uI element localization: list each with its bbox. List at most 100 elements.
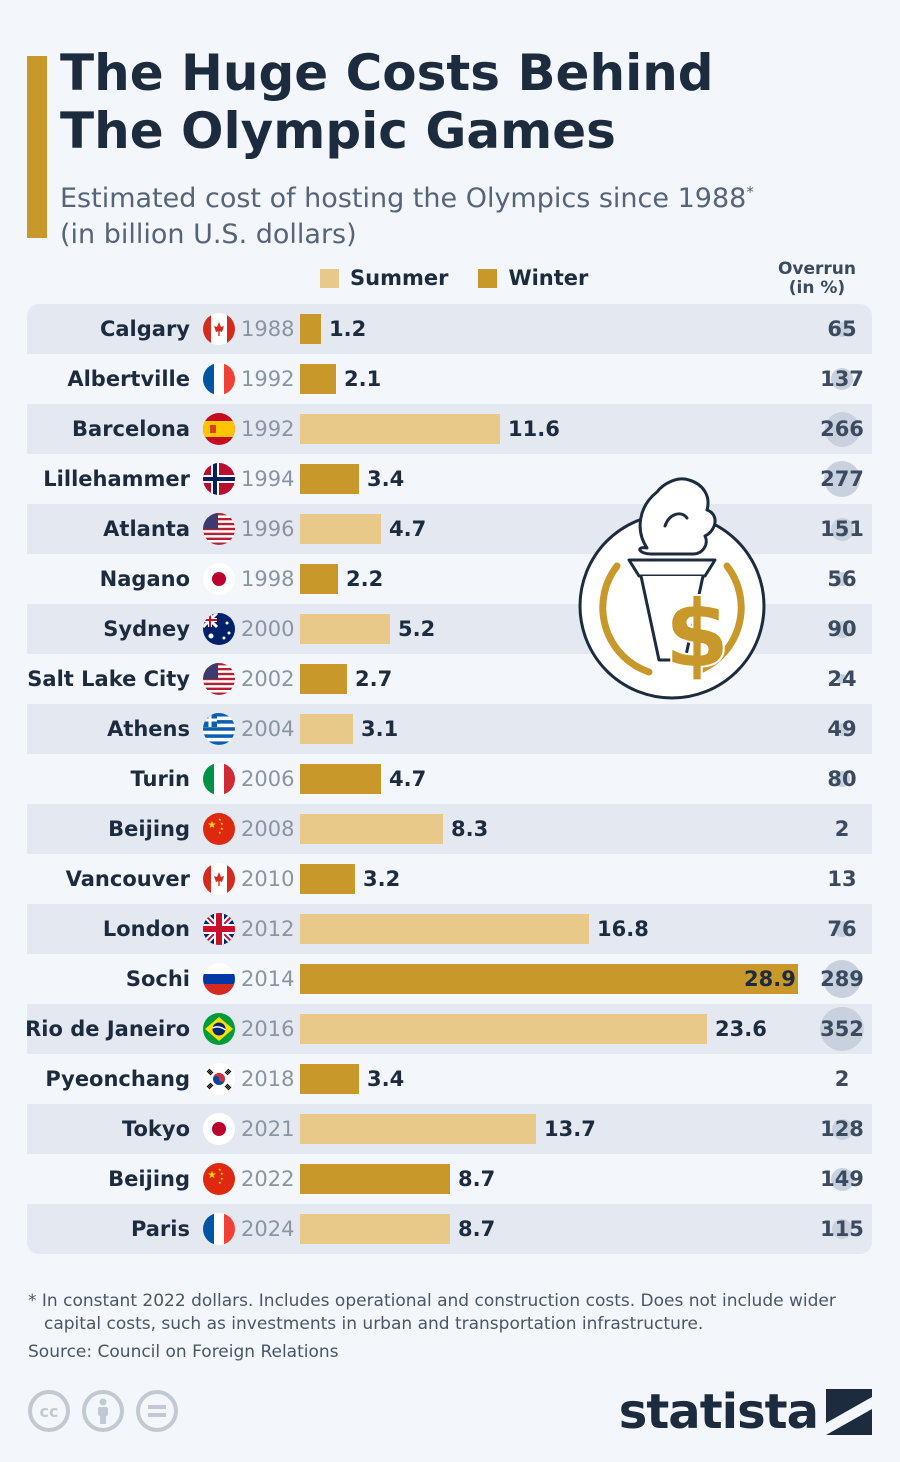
table-row: Rio de Janeiro 2016 23.6 352: [27, 1004, 872, 1054]
city-label: Pyeonchang: [45, 1067, 190, 1091]
overrun-bubble: [834, 921, 850, 937]
overrun-bubble: [831, 368, 853, 390]
year-label: 2012: [241, 917, 295, 941]
cost-value-label: 1.2: [329, 317, 367, 341]
table-row: Sochi 2014 28.9 289: [27, 954, 872, 1004]
overrun-bubble: [835, 572, 849, 586]
subtitle-line-2: (in billion U.S. dollars): [60, 219, 357, 250]
cost-bar-summer: [300, 1214, 450, 1244]
city-label: Lillehammer: [43, 467, 190, 491]
city-label: Beijing: [108, 817, 190, 841]
cost-bar-summer: [300, 814, 443, 844]
cost-bar-winter: [300, 1164, 450, 1194]
svg-text:$: $: [665, 581, 729, 688]
overrun-value-label: 115: [820, 1217, 864, 1241]
overrun-column-header: Overrun (in %): [778, 260, 856, 298]
footnote: * In constant 2022 dollars. Includes ope…: [28, 1290, 868, 1336]
overrun-header-line-2: (in %): [788, 278, 846, 298]
year-label: 2016: [241, 1017, 295, 1041]
overrun-bubble: [835, 722, 849, 736]
attribution-icon[interactable]: [81, 1389, 125, 1433]
overrun-header-line-1: Overrun: [777, 259, 856, 279]
svg-text:★: ★: [208, 1170, 217, 1181]
footnote-mark: *: [746, 183, 754, 201]
usa-flag-icon: [203, 513, 235, 545]
legend-label-summer: Summer: [350, 266, 449, 290]
cost-bar-summer: [300, 414, 500, 444]
cost-value-label: 8.7: [458, 1217, 496, 1241]
city-label: Sochi: [125, 967, 190, 991]
table-row: Pyeonchang 2018 3.4 2: [27, 1054, 872, 1104]
cost-value-label: 8.3: [451, 817, 489, 841]
south-korea-flag-icon: [203, 1063, 235, 1095]
brazil-flag-icon: [203, 1013, 235, 1045]
overrun-value-label: 76: [827, 917, 857, 941]
svg-text:cc: cc: [40, 1402, 59, 1421]
year-label: 1992: [241, 367, 295, 391]
no-derivatives-icon[interactable]: [135, 1389, 179, 1433]
title-accent-bar: [27, 56, 47, 238]
svg-text:★: ★: [218, 1167, 222, 1172]
cost-bar-winter: [300, 664, 347, 694]
table-row: Salt Lake City 2002 2.7 24: [27, 654, 872, 704]
canada-flag-icon: [203, 863, 235, 895]
cost-bar-winter: [300, 964, 798, 994]
year-label: 2008: [241, 817, 295, 841]
table-row: Barcelona 1992 11.6 266: [27, 404, 872, 454]
table-row: Nagano 1998 2.2 56: [27, 554, 872, 604]
svg-text:★: ★: [220, 826, 224, 831]
svg-text:★: ★: [218, 817, 222, 822]
brand-wordmark: statista: [618, 1384, 819, 1440]
cost-bar-winter: [300, 1064, 359, 1094]
year-label: 2018: [241, 1067, 295, 1091]
cost-value-label: 8.7: [458, 1167, 496, 1191]
year-label: 1998: [241, 567, 295, 591]
norway-flag-icon: [203, 463, 235, 495]
footnote-line-1: * In constant 2022 dollars. Includes ope…: [28, 1291, 836, 1311]
year-label: 2002: [241, 667, 295, 691]
cost-bar-summer: [300, 1014, 707, 1044]
cost-bar-summer: [300, 914, 589, 944]
city-label: Athens: [107, 717, 190, 741]
overrun-bubble: [833, 620, 851, 638]
year-label: 2021: [241, 1117, 295, 1141]
legend: Summer Winter: [320, 264, 618, 292]
year-label: 2022: [241, 1167, 295, 1191]
cost-bar-winter: [300, 564, 338, 594]
overrun-bubble: [820, 1007, 864, 1051]
cost-value-label: 4.7: [389, 517, 427, 541]
overrun-bubble: [831, 1118, 853, 1140]
greece-flag-icon: [203, 713, 235, 745]
overrun-bubble: [824, 411, 860, 447]
china-flag-icon: ★ ★ ★ ★ ★: [203, 1163, 235, 1195]
svg-text:★: ★: [220, 821, 224, 826]
overrun-bubble: [832, 1219, 852, 1239]
overrun-value-label: 151: [820, 517, 864, 541]
cost-bar-winter: [300, 364, 336, 394]
city-label: Paris: [130, 1217, 190, 1241]
cost-bar-winter: [300, 864, 355, 894]
legend-item-summer: Summer: [320, 266, 448, 290]
cost-bar-summer: [300, 614, 390, 644]
cost-bar-summer: [300, 1114, 536, 1144]
city-label: Albertville: [67, 367, 190, 391]
table-row: Turin 2006 4.7 80: [27, 754, 872, 804]
cost-value-label: 3.4: [367, 1067, 405, 1091]
overrun-value-label: 49: [827, 717, 857, 741]
subtitle-line-1: Estimated cost of hosting the Olympics s…: [60, 183, 754, 214]
license-icons: cc: [27, 1389, 179, 1433]
creative-commons-icon[interactable]: cc: [27, 1389, 71, 1433]
city-label: Nagano: [99, 567, 190, 591]
table-row: Athens 2004 3.1 49: [27, 704, 872, 754]
japan-flag-icon: [203, 1113, 235, 1145]
cost-value-label: 2.7: [355, 667, 393, 691]
statista-logo[interactable]: statista: [619, 1384, 872, 1440]
overrun-value-label: 56: [827, 567, 857, 591]
year-label: 2004: [241, 717, 295, 741]
table-row: Paris 2024 8.7 115: [27, 1204, 872, 1254]
year-label: 2000: [241, 617, 295, 641]
cost-value-label: 3.1: [361, 717, 399, 741]
city-label: Calgary: [99, 317, 190, 341]
table-row: Vancouver 2010 3.2 13: [27, 854, 872, 904]
france-flag-icon: [203, 1213, 235, 1245]
